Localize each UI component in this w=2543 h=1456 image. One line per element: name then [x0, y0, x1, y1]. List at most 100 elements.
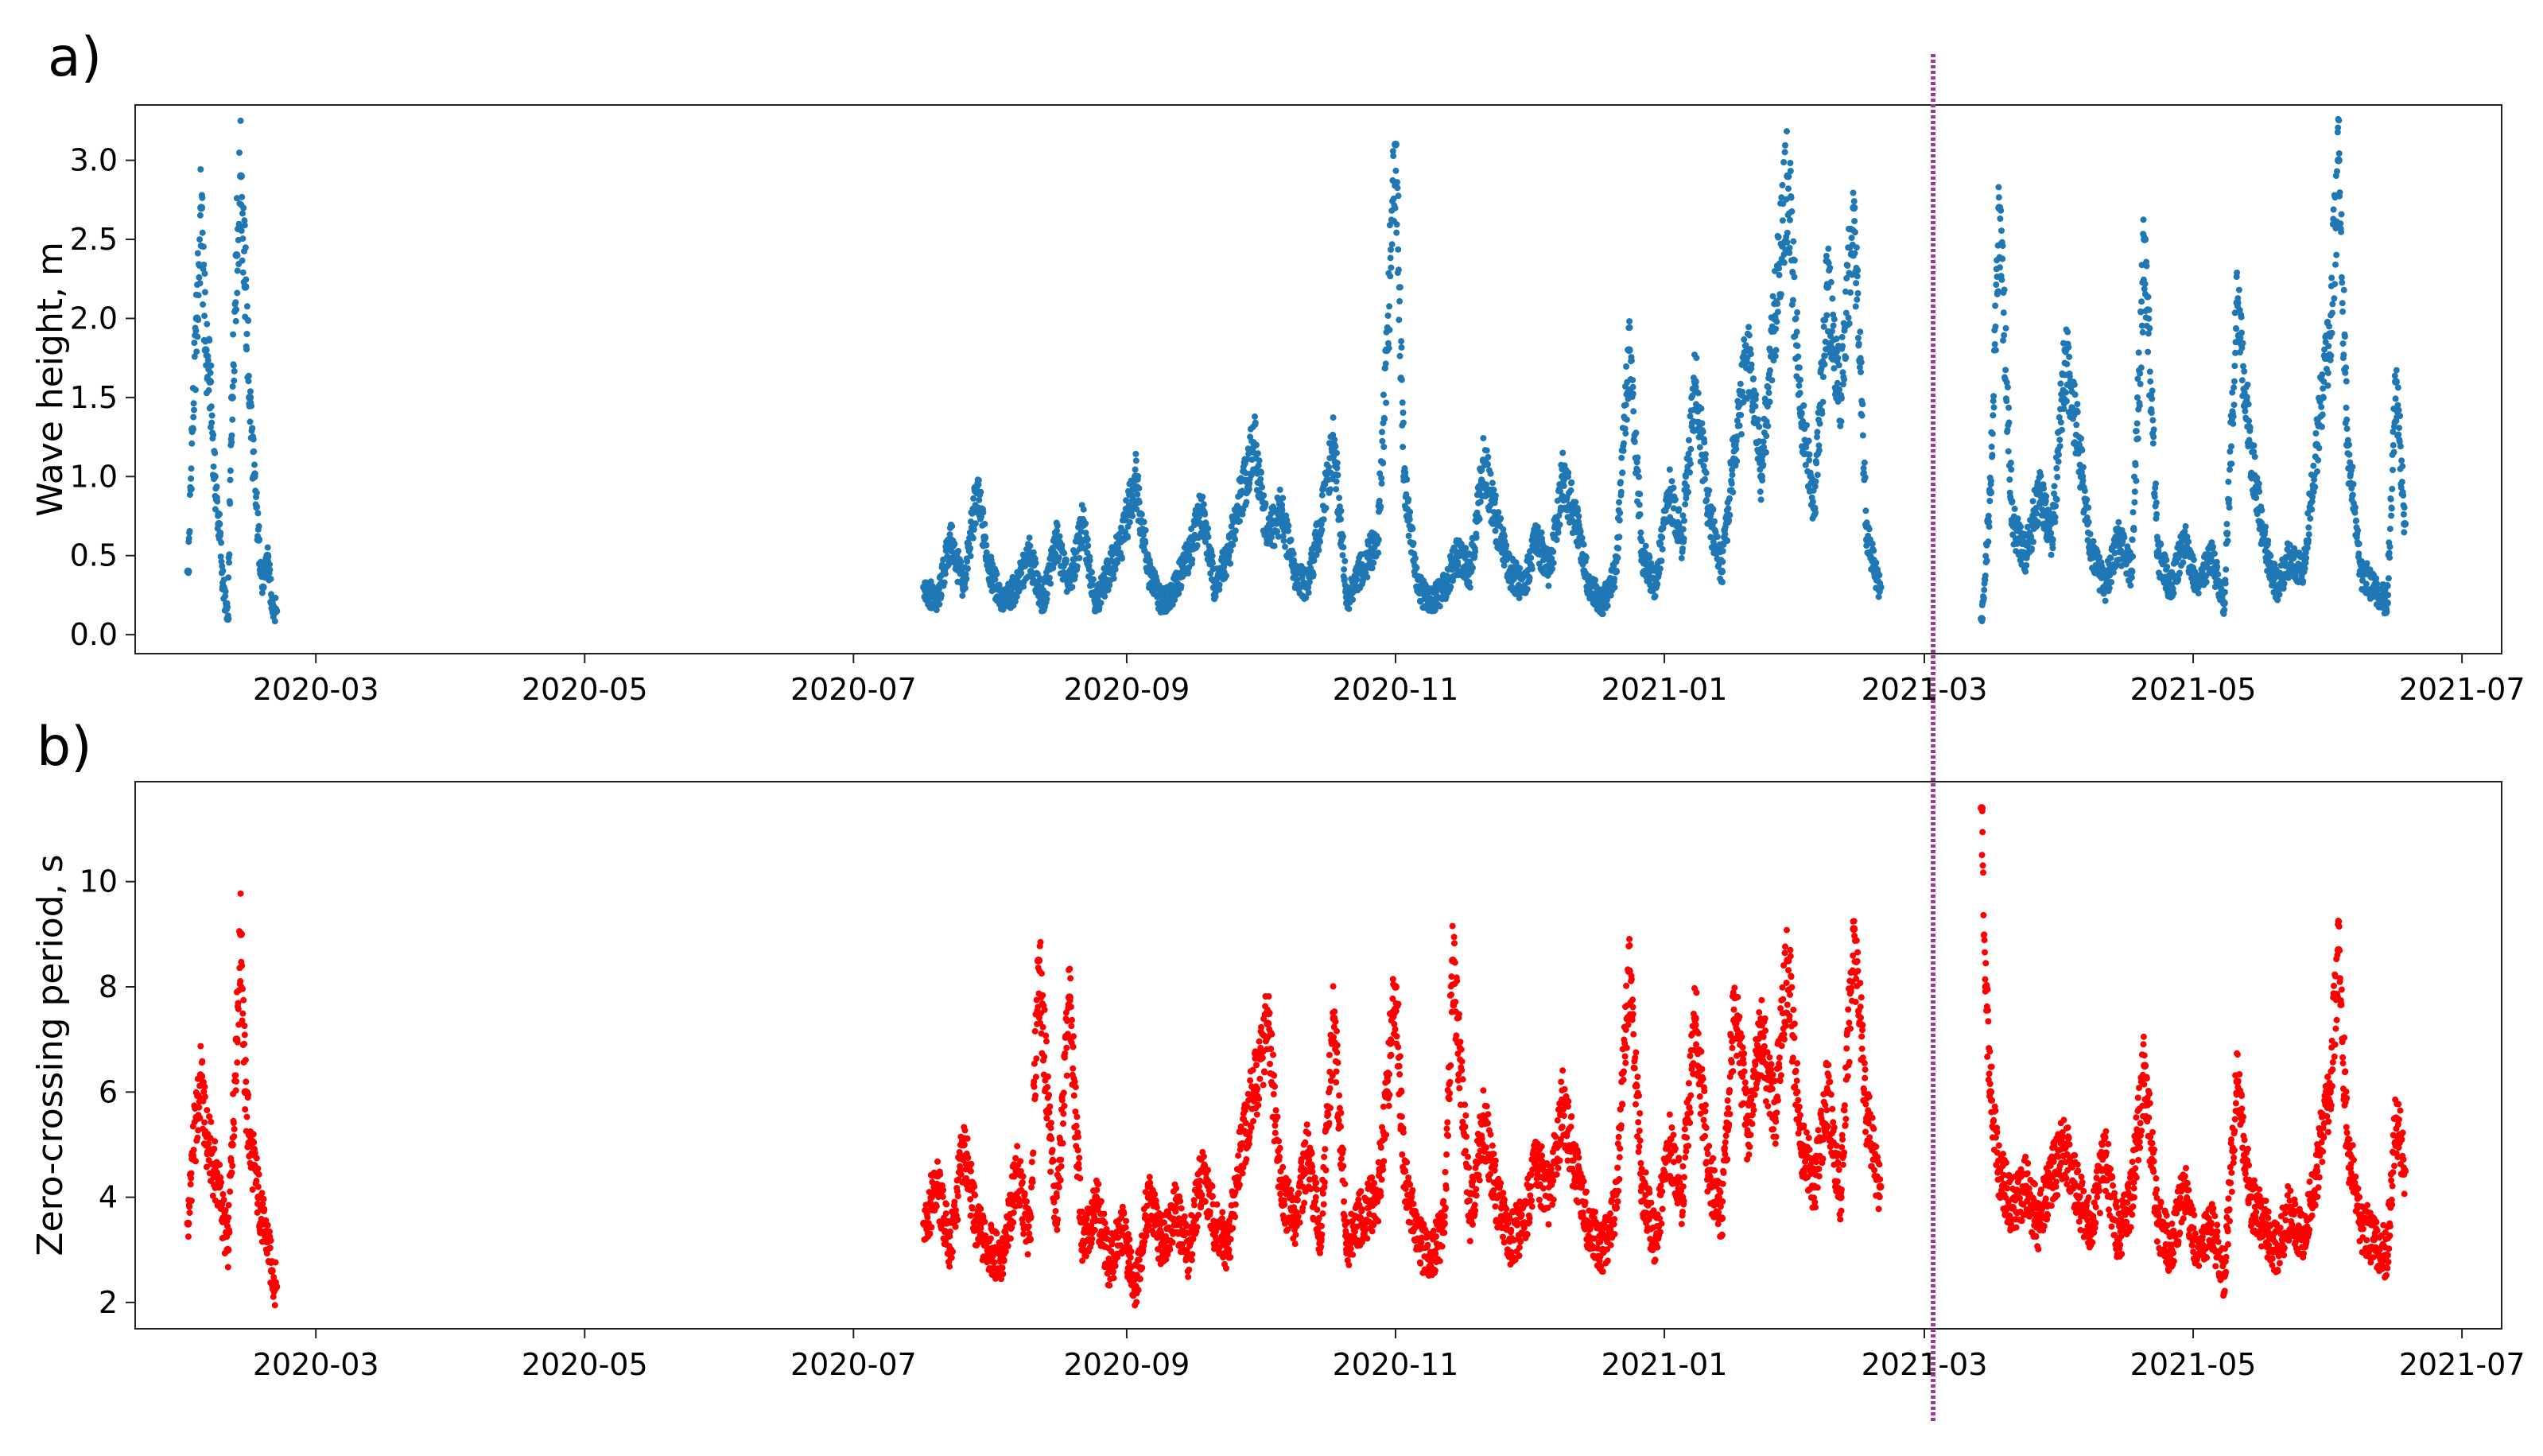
data-point — [2090, 538, 2097, 545]
data-point — [2005, 404, 2013, 411]
data-point — [1636, 511, 1644, 518]
data-point — [1112, 566, 1119, 573]
data-point — [1574, 507, 1582, 514]
data-point — [1524, 585, 1531, 592]
data-point — [1687, 469, 1694, 476]
data-point — [2151, 493, 2158, 500]
data-point — [1245, 486, 1252, 492]
data-point — [1745, 332, 1753, 339]
data-point — [1134, 491, 1141, 498]
data-point — [195, 292, 202, 299]
data-point — [212, 449, 219, 456]
data-point — [2398, 479, 2405, 485]
data-point — [1790, 238, 1797, 245]
data-point — [210, 431, 217, 438]
data-point — [2339, 308, 2347, 315]
data-point — [1018, 569, 1025, 577]
data-point — [2176, 569, 2183, 577]
data-point — [239, 269, 247, 276]
data-point — [2338, 211, 2345, 218]
data-point — [2230, 420, 2237, 427]
data-point — [1340, 544, 1347, 551]
data-point — [2143, 262, 2150, 270]
data-point — [2064, 328, 2071, 336]
data-point — [235, 1000, 242, 1007]
data-point — [1772, 347, 1780, 354]
wave-height-y-axis: 0.00.51.01.52.02.53.0 — [70, 143, 135, 652]
data-point — [258, 583, 267, 592]
data-point — [231, 1125, 238, 1132]
data-point — [2048, 551, 2055, 558]
data-point — [186, 491, 193, 499]
data-point — [188, 465, 195, 472]
data-point — [955, 548, 962, 554]
data-point — [1702, 451, 1709, 458]
data-point — [2137, 370, 2144, 377]
data-point — [2319, 411, 2326, 418]
data-point — [1699, 420, 1706, 427]
data-point — [1132, 457, 1139, 464]
data-point — [2244, 381, 2251, 388]
data-point — [1110, 575, 1117, 582]
data-point — [2222, 588, 2228, 596]
data-point — [1388, 247, 1394, 253]
data-point — [1821, 352, 1828, 359]
data-point — [2115, 518, 2122, 526]
data-point — [2246, 417, 2253, 425]
data-point — [228, 1169, 235, 1176]
data-point — [253, 489, 260, 496]
data-point — [1838, 418, 1845, 425]
data-point — [2246, 424, 2254, 431]
data-point — [1097, 600, 1105, 607]
data-point — [1675, 506, 1683, 513]
data-point — [2386, 543, 2394, 550]
data-point — [1216, 581, 1223, 588]
data-point — [1189, 556, 1196, 563]
data-point — [1377, 503, 1384, 511]
data-point — [217, 553, 224, 561]
data-point — [1043, 596, 1050, 603]
data-point — [1854, 296, 1861, 303]
data-point — [2245, 401, 2252, 408]
y-tick-label: 0.0 — [70, 617, 118, 652]
data-point — [1670, 484, 1677, 491]
data-point — [1998, 276, 2005, 283]
data-point — [243, 331, 250, 337]
data-point — [187, 1181, 194, 1188]
data-point — [1622, 402, 1629, 409]
data-point — [1827, 278, 1834, 285]
data-point — [2005, 448, 2012, 455]
data-point — [1791, 274, 1798, 281]
data-point — [1380, 460, 1387, 467]
data-point — [1854, 335, 1862, 341]
data-point — [1339, 552, 1346, 559]
data-point — [1395, 246, 1402, 253]
data-point — [226, 559, 232, 566]
data-point — [1379, 437, 1386, 445]
data-point — [2349, 491, 2356, 499]
data-point — [1724, 538, 1731, 544]
data-point — [959, 592, 966, 600]
data-point — [2392, 378, 2400, 386]
data-point — [2391, 372, 2398, 379]
data-point — [1987, 477, 1994, 484]
data-point — [2164, 564, 2171, 570]
data-point — [2310, 462, 2317, 469]
data-point — [2392, 395, 2399, 402]
data-point — [1768, 377, 1776, 384]
data-point — [2242, 408, 2249, 414]
data-point — [2223, 521, 2230, 527]
data-point — [2401, 529, 2408, 536]
data-point — [1794, 343, 1801, 349]
data-point — [2108, 579, 2115, 586]
data-point — [1400, 419, 1407, 426]
data-point — [1200, 501, 1207, 508]
data-point — [2335, 117, 2343, 124]
data-point — [1611, 568, 1618, 575]
data-point — [1814, 429, 1821, 436]
data-point — [1489, 480, 1496, 487]
data-point — [1858, 412, 1866, 419]
data-point — [1756, 423, 1763, 430]
data-point — [1787, 216, 1793, 223]
data-point — [1999, 243, 2006, 250]
